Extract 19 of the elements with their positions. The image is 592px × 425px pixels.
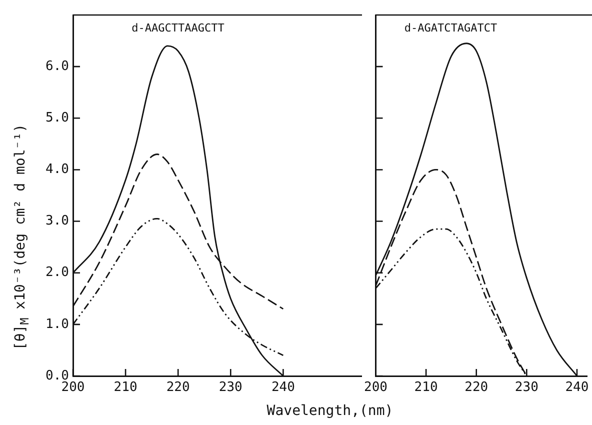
y-tick-label: 5.0 xyxy=(46,110,69,126)
y-tick-label: 3.0 xyxy=(46,214,69,229)
y-tick-label: 4.0 xyxy=(46,162,69,178)
y-tick-label: 2.0 xyxy=(46,265,69,280)
x-tick-label: 230 xyxy=(218,380,242,396)
y-tick-label: 6.0 xyxy=(46,58,69,74)
x-tick-label: 200 xyxy=(364,380,388,396)
x-tick-label: 220 xyxy=(166,380,190,396)
x-axis-title: Wavelength,(nm) xyxy=(266,403,394,419)
x-tick-label: 210 xyxy=(414,380,438,396)
y-tick-label: 1.0 xyxy=(46,316,69,332)
x-tick-label: 230 xyxy=(514,380,538,396)
x-tick-label: 210 xyxy=(114,380,138,396)
x-tick-label: 240 xyxy=(271,380,295,396)
x-tick-label: 200 xyxy=(61,380,85,396)
x-tick-label: 220 xyxy=(464,380,488,396)
x-tick-label: 240 xyxy=(565,380,589,396)
text: d-AAGCTTAAGCTT xyxy=(132,21,225,34)
text: d-AGATCTAGATCT xyxy=(404,21,498,34)
